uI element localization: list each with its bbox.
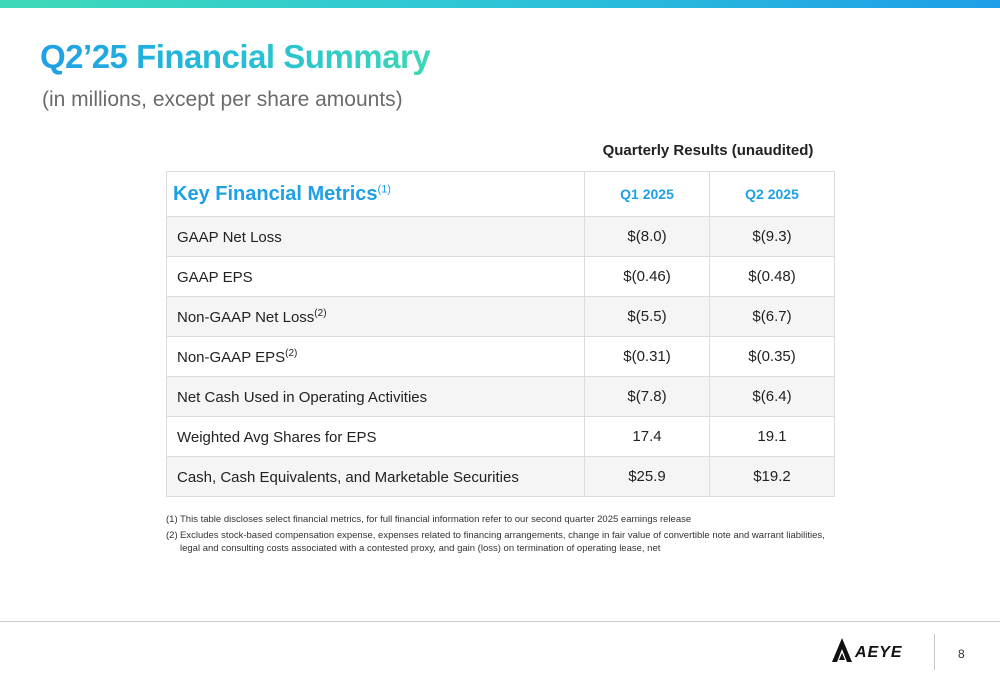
table-row: Non-GAAP EPS(2) $(0.31) $(0.35) (166, 336, 835, 377)
row-label: Non-GAAP Net Loss(2) (166, 296, 585, 337)
metric-header-label: Key Financial Metrics (173, 182, 378, 205)
q1-value: $(5.5) (584, 296, 710, 337)
footnote-number: (2) (166, 530, 178, 541)
q2-value: $(9.3) (709, 216, 835, 257)
q2-value: 19.1 (709, 416, 835, 457)
row-label: Weighted Avg Shares for EPS (166, 416, 585, 457)
row-footnote-ref: (2) (285, 347, 298, 359)
q1-value: $(0.31) (584, 336, 710, 377)
q1-value: $(7.8) (584, 376, 710, 417)
row-label: Net Cash Used in Operating Activities (166, 376, 585, 417)
row-footnote-ref: (2) (314, 307, 327, 319)
row-label: Cash, Cash Equivalents, and Marketable S… (166, 456, 585, 497)
row-label: Non-GAAP EPS(2) (166, 336, 585, 377)
row-label: GAAP EPS (166, 256, 585, 297)
q1-value: $(0.46) (584, 256, 710, 297)
table-caption: Quarterly Results (unaudited) (602, 142, 814, 159)
q2-value: $(6.7) (709, 296, 835, 337)
footnote-text: Excludes stock-based compensation expens… (180, 530, 825, 554)
table-header-row: Key Financial Metrics(1) Q1 2025 Q2 2025 (166, 171, 835, 217)
row-label: GAAP Net Loss (166, 216, 585, 257)
q1-column-header: Q1 2025 (584, 171, 710, 217)
financial-metrics-table: Key Financial Metrics(1) Q1 2025 Q2 2025… (166, 171, 835, 497)
metric-column-header: Key Financial Metrics(1) (166, 171, 585, 217)
footnote-number: (1) (166, 514, 178, 525)
page-number: 8 (958, 647, 965, 661)
table-row: Cash, Cash Equivalents, and Marketable S… (166, 456, 835, 497)
page-title: Q2’25 Financial Summary (40, 38, 431, 75)
table-row: GAAP EPS $(0.46) $(0.48) (166, 256, 835, 297)
aeye-chevron-logo-icon (832, 638, 852, 667)
q1-value: $(8.0) (584, 216, 710, 257)
q1-value: $25.9 (584, 456, 710, 497)
table-row: Non-GAAP Net Loss(2) $(5.5) $(6.7) (166, 296, 835, 337)
footer-divider (0, 621, 1000, 622)
company-logo: AEYE (832, 638, 903, 667)
q2-column-header: Q2 2025 (709, 171, 835, 217)
footnotes: (1) This table discloses select financia… (166, 513, 846, 558)
metric-header-footnote-ref: (1) (377, 182, 391, 195)
footnote-1: (1) This table discloses select financia… (166, 513, 846, 526)
q2-value: $(0.35) (709, 336, 835, 377)
q1-value: 17.4 (584, 416, 710, 457)
footer-separator (934, 634, 935, 670)
q2-value: $19.2 (709, 456, 835, 497)
table-row: Net Cash Used in Operating Activities $(… (166, 376, 835, 417)
q2-value: $(6.4) (709, 376, 835, 417)
top-gradient-bar (0, 0, 1000, 8)
table-row: Weighted Avg Shares for EPS 17.4 19.1 (166, 416, 835, 457)
q2-value: $(0.48) (709, 256, 835, 297)
table-row: GAAP Net Loss $(8.0) $(9.3) (166, 216, 835, 257)
footnote-text: This table discloses select financial me… (180, 514, 692, 525)
page-subtitle: (in millions, except per share amounts) (42, 88, 403, 111)
logo-wordmark: AEYE (855, 643, 903, 661)
footnote-2: (2) Excludes stock-based compensation ex… (166, 529, 846, 555)
